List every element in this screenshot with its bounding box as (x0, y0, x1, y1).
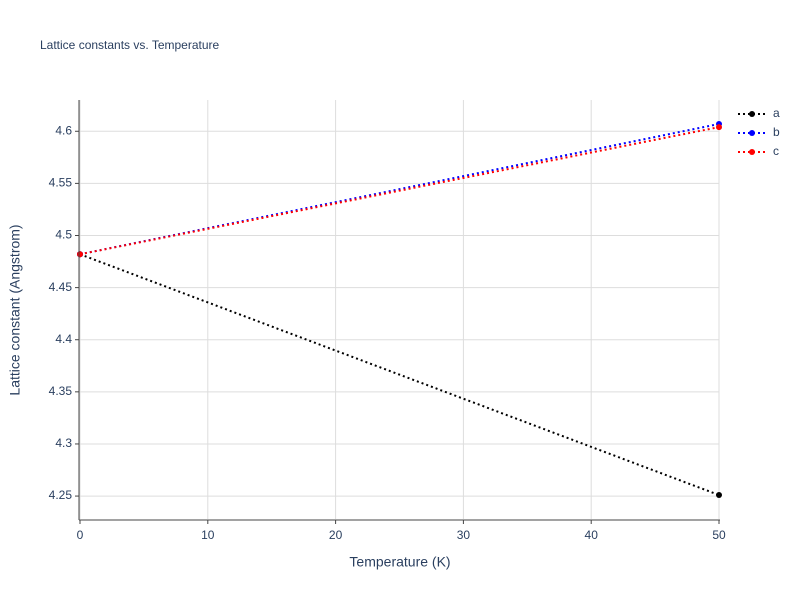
grid (79, 100, 720, 519)
data-point (716, 124, 722, 131)
y-tick-label: 4.25 (49, 488, 73, 502)
data-point (77, 251, 83, 258)
legend-label: b (773, 125, 780, 139)
x-tick-label: 50 (712, 528, 726, 542)
legend-marker (749, 111, 755, 117)
legend-marker (749, 149, 755, 155)
x-tick-label: 30 (457, 528, 471, 542)
y-tick-label: 4.4 (55, 332, 72, 346)
series-line (79, 126, 720, 256)
series-line (79, 253, 720, 496)
x-tick-label: 0 (77, 528, 84, 542)
x-tick-label: 40 (585, 528, 599, 542)
x-axis-label: Temperature (K) (349, 554, 450, 570)
series-line (79, 122, 720, 256)
y-tick-label: 4.3 (55, 436, 72, 450)
legend-label: a (773, 106, 780, 120)
chart-title: Lattice constants vs. Temperature (40, 38, 220, 52)
x-tick-label: 20 (329, 528, 343, 542)
y-tick-label: 4.55 (49, 176, 73, 190)
y-tick-label: 4.35 (49, 384, 73, 398)
legend-marker (749, 130, 755, 136)
data-point (716, 492, 722, 499)
plot (77, 120, 722, 499)
y-tick-label: 4.6 (55, 123, 72, 137)
y-axis-label: Lattice constant (Angstrom) (7, 224, 23, 395)
y-tick-label: 4.45 (49, 280, 73, 294)
y-tick-label: 4.5 (55, 228, 72, 242)
legend-label: c (773, 144, 779, 158)
x-tick-label: 10 (201, 528, 215, 542)
